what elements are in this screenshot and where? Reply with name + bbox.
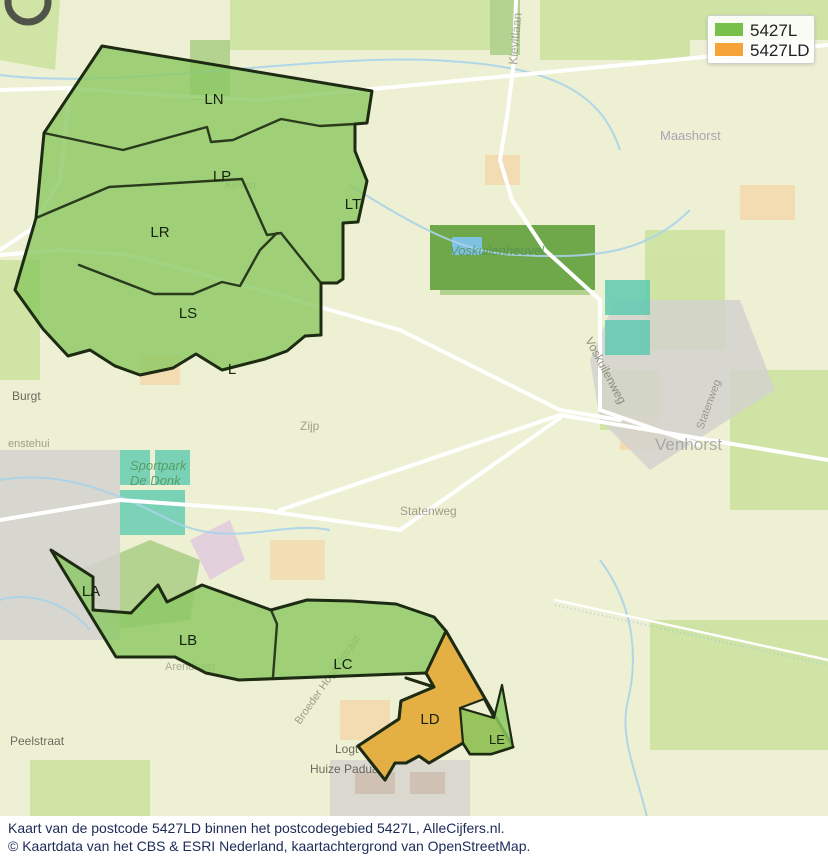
svg-text:LT: LT xyxy=(345,196,361,213)
svg-text:LN: LN xyxy=(204,91,223,108)
svg-text:LB: LB xyxy=(179,632,197,649)
svg-text:LA: LA xyxy=(82,583,100,600)
svg-text:LE: LE xyxy=(489,732,505,747)
svg-text:LR: LR xyxy=(150,224,169,241)
svg-text:LS: LS xyxy=(179,305,197,322)
svg-text:LD: LD xyxy=(420,711,439,728)
svg-text:LC: LC xyxy=(333,656,352,673)
svg-text:L: L xyxy=(228,361,236,378)
svg-text:LP: LP xyxy=(213,168,231,185)
